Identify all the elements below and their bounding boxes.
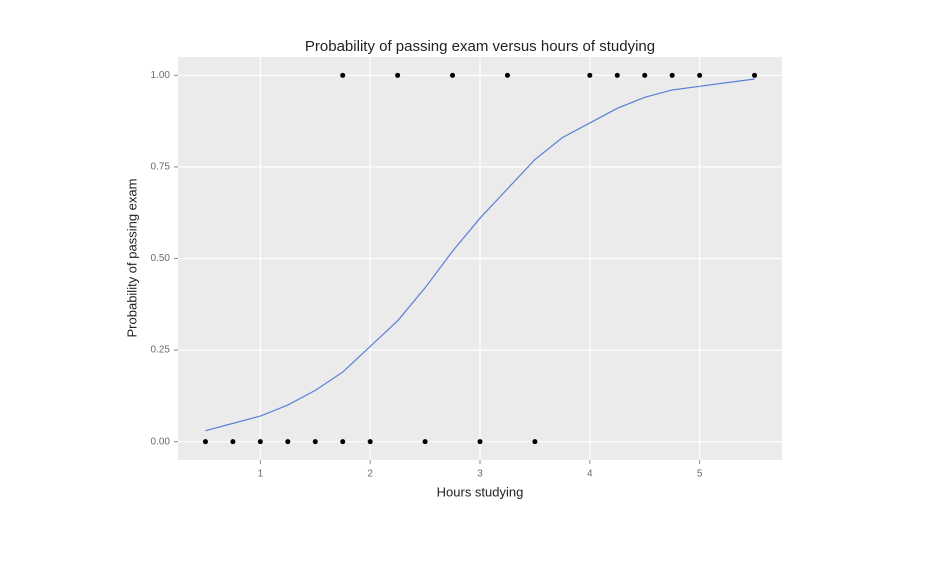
data-point (697, 72, 703, 78)
data-point (669, 72, 675, 78)
data-point (257, 439, 263, 445)
y-axis-label: Probability of passing exam (124, 179, 139, 338)
data-point (285, 439, 291, 445)
y-tick-label: 0.50 (151, 253, 171, 264)
y-tick-label: 0.25 (151, 345, 171, 356)
data-point (477, 439, 483, 445)
data-point (587, 72, 593, 78)
data-point (504, 72, 510, 78)
y-tick-label: 0.00 (151, 436, 171, 447)
data-point (312, 439, 318, 445)
data-point (752, 72, 758, 78)
data-point (450, 72, 456, 78)
fit-curve (205, 78, 755, 432)
x-tick-label: 2 (367, 469, 373, 480)
x-tick-label: 5 (697, 469, 703, 480)
data-point (642, 72, 648, 78)
data-point (422, 439, 428, 445)
data-point (614, 72, 620, 78)
data-point (367, 439, 373, 445)
x-tick-label: 4 (587, 469, 593, 480)
chart-title: Probability of passing exam versus hours… (305, 38, 655, 55)
data-point (340, 439, 346, 445)
data-point (395, 72, 401, 78)
x-tick-label: 3 (477, 469, 483, 480)
data-point (230, 439, 236, 445)
x-axis-label: Hours studying (437, 484, 524, 499)
data-point (340, 72, 346, 78)
x-tick-label: 1 (258, 469, 264, 480)
y-tick-label: 1.00 (151, 70, 171, 81)
data-point (532, 439, 538, 445)
y-tick-label: 0.75 (151, 162, 171, 173)
data-point (202, 439, 208, 445)
